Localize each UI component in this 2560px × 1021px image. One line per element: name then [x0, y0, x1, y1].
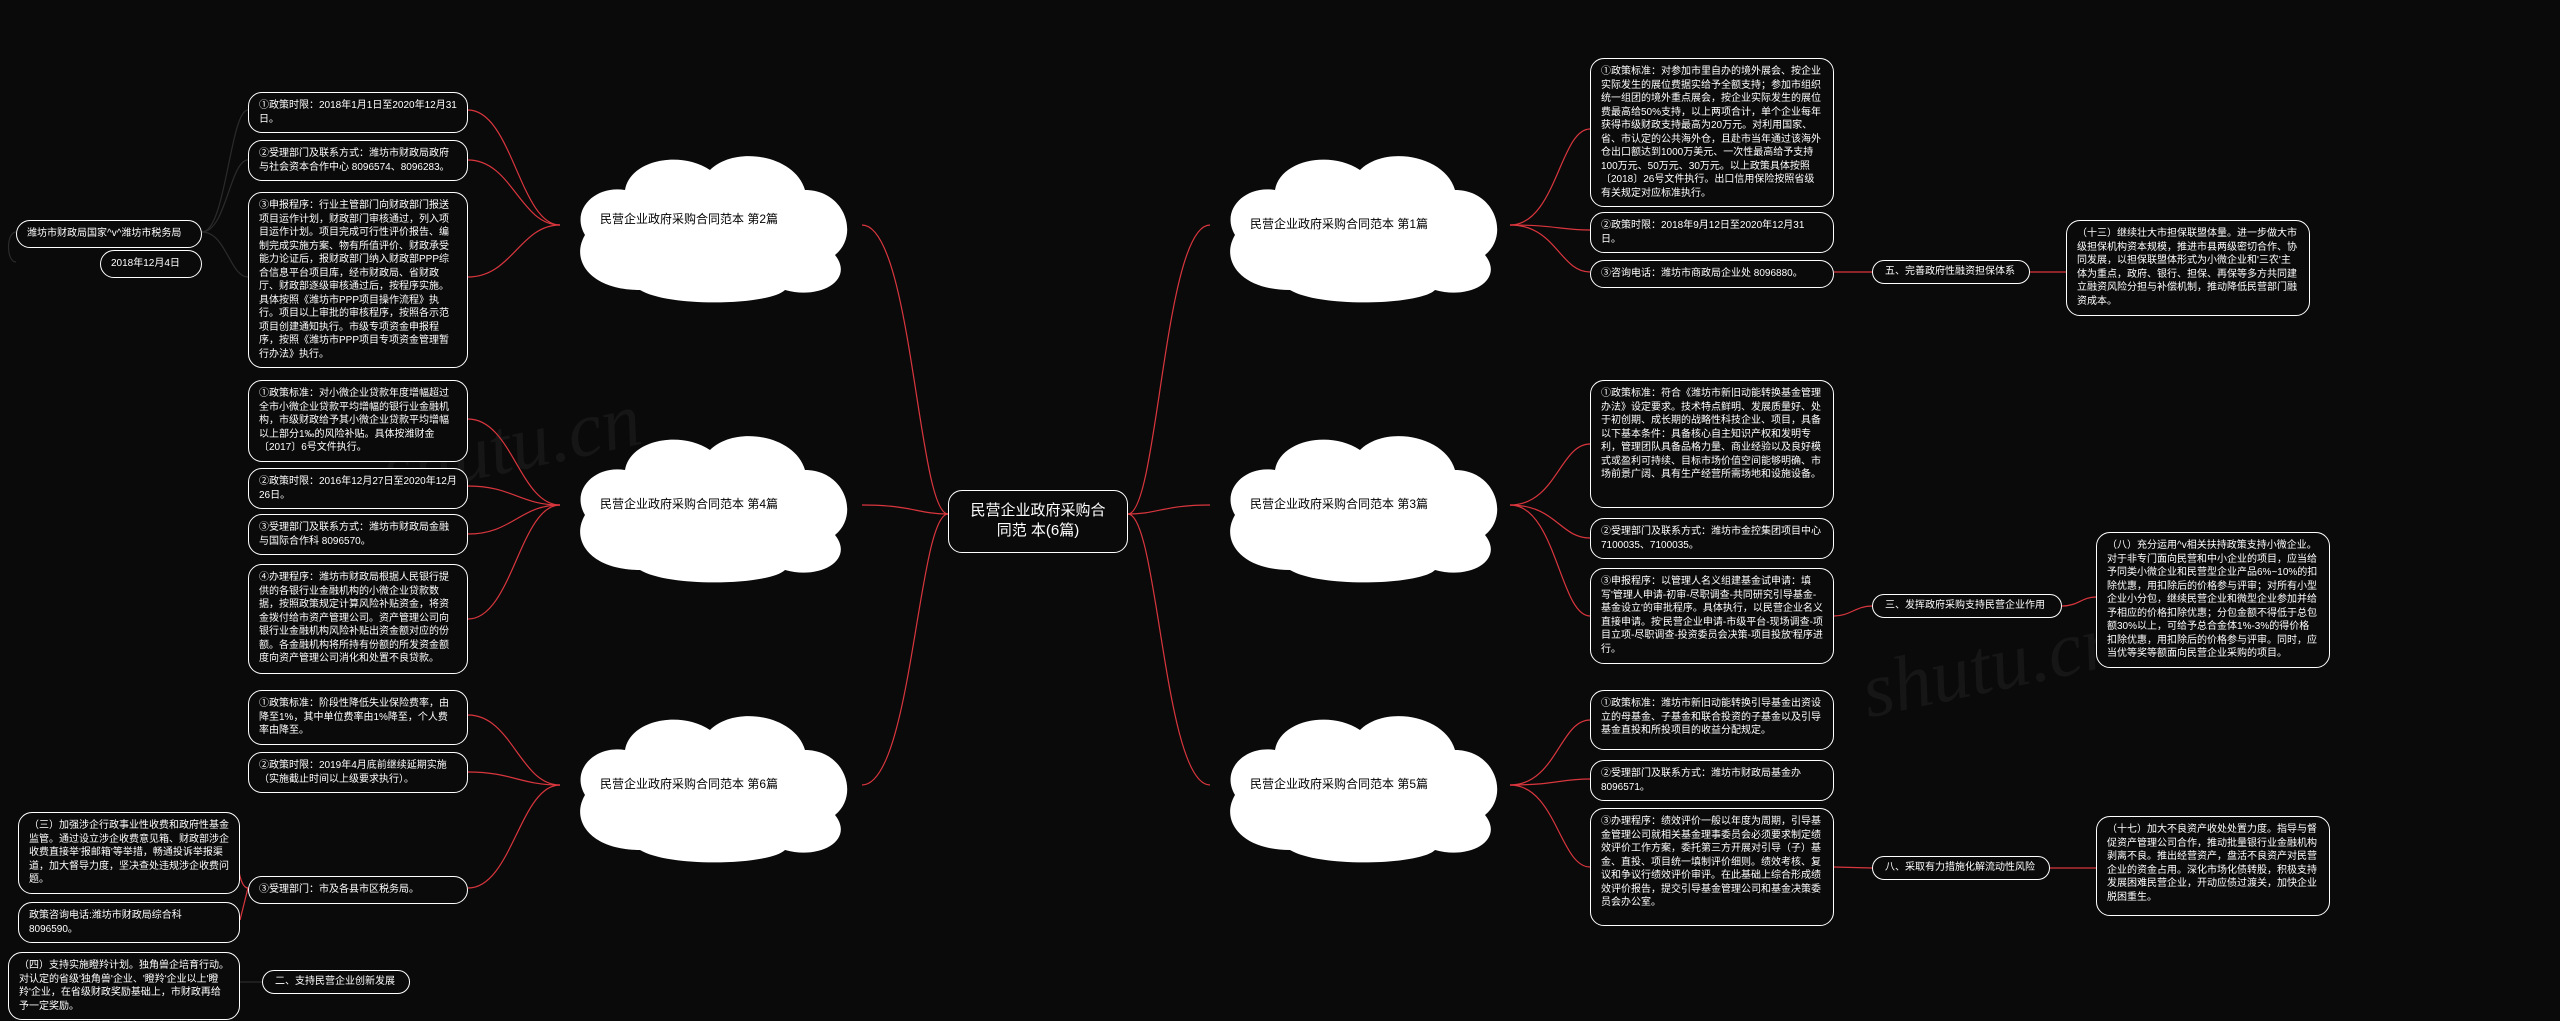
c6-leaf-2[interactable]: ③受理部门：市及各县市区税务局。 — [248, 876, 468, 904]
cat-right-leaf-3[interactable]: （八）充分运用^v相关扶持政策支持小微企业。对于非专门面向民营和中小企业的项目，… — [2096, 532, 2330, 668]
cat-right-leaf-1[interactable]: （十三）继续壮大市担保联盟体量。进一步做大市级担保机构资本规模，推进市县两级密切… — [2066, 220, 2310, 316]
c5-leaf-1[interactable]: ②受理部门及联系方式：潍坊市财政局基金办 8096571。 — [1590, 760, 1834, 801]
cat-left-leaf-0[interactable]: （三）加强涉企行政事业性收费和政府性基金监管。通过设立涉企收费意见箱、财政部涉企… — [18, 812, 240, 894]
meta-node-1[interactable]: 2018年12月4日 — [100, 250, 202, 278]
cloud-label-c4: 民营企业政府采购合同范本 第4篇 — [600, 495, 778, 512]
cat-right-leaf-4[interactable]: 八、采取有力措施化解流动性风险 — [1872, 856, 2050, 880]
cat-right-leaf-0[interactable]: 五、完善政府性融资担保体系 — [1872, 260, 2030, 284]
cat-right-leaf-2[interactable]: 三、发挥政府采购支持民营企业作用 — [1872, 594, 2062, 618]
c2-leaf-1[interactable]: ②受理部门及联系方式：潍坊市财政局政府与社会资本合作中心 8096574、809… — [248, 140, 468, 181]
c6-leaf-0[interactable]: ①政策标准：阶段性降低失业保险费率，由降至1%，其中单位费率由1%降至，个人费率… — [248, 690, 468, 745]
c6-leaf-1[interactable]: ②政策时限：2019年4月底前继续延期实施（实施截止时间以上级要求执行）。 — [248, 752, 468, 793]
c3-leaf-2[interactable]: ③申报程序：以管理人名义组建基金试申请：填写'管理人申请-初审-尽职调查-共同研… — [1590, 568, 1834, 664]
c4-leaf-0[interactable]: ①政策标准：对小微企业贷款年度增幅超过全市小微企业贷款平均增幅的银行业金融机构，… — [248, 380, 468, 462]
c5-leaf-0[interactable]: ①政策标准：潍坊市新旧动能转换引导基金出资设立的母基金、子基金和联合投资的子基金… — [1590, 690, 1834, 750]
c2-leaf-0[interactable]: ①政策时限：2018年1月1日至2020年12月31日。 — [248, 92, 468, 133]
c4-leaf-3[interactable]: ④办理程序：潍坊市财政局根据人民银行提供的各银行业金融机构的小微企业贷款数据，按… — [248, 564, 468, 674]
cloud-label-c1: 民营企业政府采购合同范本 第1篇 — [1250, 215, 1428, 232]
c5-leaf-2[interactable]: ③办理程序：绩效评价一般以年度为周期，引导基金管理公司就相关基金理事委员会必须要… — [1590, 808, 1834, 926]
c3-leaf-1[interactable]: ②受理部门及联系方式：潍坊市金控集团项目中心 7100035、7100035。 — [1590, 518, 1834, 559]
meta-node-0[interactable]: 潍坊市财政局国家^v^潍坊市税务局 — [16, 220, 202, 248]
center-topic[interactable]: 民营企业政府采购合同范 本(6篇) — [948, 490, 1128, 553]
cat-left-leaf-1[interactable]: 政策咨询电话:潍坊市财政局综合科8096590。 — [18, 902, 240, 943]
center-topic-label: 民营企业政府采购合同范 本(6篇) — [970, 502, 1105, 539]
cat-right-leaf-5[interactable]: （十七）加大不良资产收处处置力度。指导与督促资产管理公司合作，推动批量银行业金融… — [2096, 816, 2330, 916]
c1-leaf-2[interactable]: ③咨询电话：潍坊市商政局企业处 8096880。 — [1590, 260, 1834, 288]
cloud-label-c5: 民营企业政府采购合同范本 第5篇 — [1250, 775, 1428, 792]
c4-leaf-2[interactable]: ③受理部门及联系方式：潍坊市财政局金融与国际合作科 8096570。 — [248, 514, 468, 555]
c1-leaf-1[interactable]: ②政策时限：2018年9月12日至2020年12月31日。 — [1590, 212, 1834, 253]
c4-leaf-1[interactable]: ②政策时限：2016年12月27日至2020年12月26日。 — [248, 468, 468, 509]
c1-leaf-0[interactable]: ①政策标准：对参加市里自办的境外展会、按企业实际发生的展位费据实给予全额支持；参… — [1590, 58, 1834, 207]
cloud-label-c6: 民营企业政府采购合同范本 第6篇 — [600, 775, 778, 792]
cloud-label-c2: 民营企业政府采购合同范本 第2篇 — [600, 210, 778, 227]
cloud-label-c3: 民营企业政府采购合同范本 第3篇 — [1250, 495, 1428, 512]
cat-left2-leaf-0[interactable]: （四）支持实施瞪羚计划。独角兽企培育行动。对认定的省级'独角兽'企业、'瞪羚'企… — [8, 952, 240, 1020]
c2-leaf-2[interactable]: ③申报程序：行业主管部门向财政部门报送项目运作计划，财政部门审核通过，列入项目运… — [248, 192, 468, 368]
c3-leaf-0[interactable]: ①政策标准：符合《潍坊市新旧动能转换基金管理办法》设定要求。技术特点鲜明、发展质… — [1590, 380, 1834, 508]
cat-left2-leaf-1[interactable]: 二、支持民营企业创新发展 — [262, 970, 410, 994]
